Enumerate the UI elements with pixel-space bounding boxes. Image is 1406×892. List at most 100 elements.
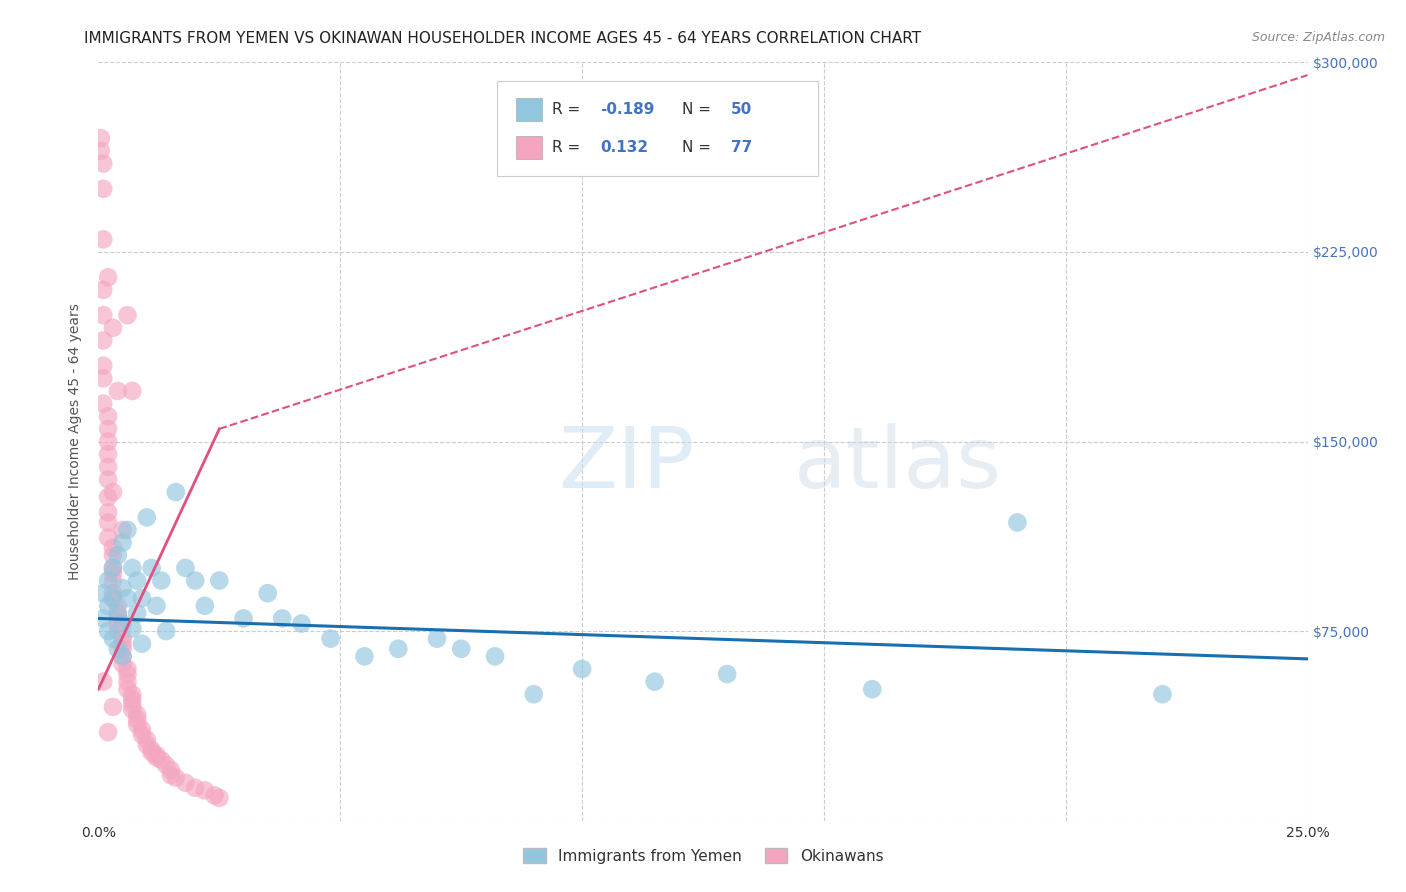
Point <box>155 758 177 772</box>
Point <box>111 637 134 651</box>
Point <box>97 531 120 545</box>
FancyBboxPatch shape <box>516 136 543 159</box>
Point <box>111 581 134 595</box>
Point <box>1007 516 1029 530</box>
Point <box>117 308 139 322</box>
Point <box>194 599 217 613</box>
Point <box>141 743 163 757</box>
Point <box>111 657 134 671</box>
Point <box>121 702 143 716</box>
Point <box>208 574 231 588</box>
Point <box>208 791 231 805</box>
Point <box>101 320 124 334</box>
Point <box>91 674 114 689</box>
Text: Source: ZipAtlas.com: Source: ZipAtlas.com <box>1251 31 1385 45</box>
Point <box>101 485 124 500</box>
Point <box>131 591 153 606</box>
Point <box>135 738 157 752</box>
Point <box>319 632 342 646</box>
Point <box>121 561 143 575</box>
Point <box>111 632 134 646</box>
Point <box>141 746 163 760</box>
Point <box>101 566 124 580</box>
Legend: Immigrants from Yemen, Okinawans: Immigrants from Yemen, Okinawans <box>516 842 890 870</box>
Point <box>107 624 129 639</box>
Point <box>484 649 506 664</box>
Point <box>101 574 124 588</box>
Point <box>232 611 254 625</box>
Point <box>204 789 226 803</box>
Point <box>91 586 114 600</box>
FancyBboxPatch shape <box>516 98 543 120</box>
Point <box>135 732 157 747</box>
Text: R =: R = <box>551 102 585 117</box>
Point <box>155 624 177 639</box>
Point <box>101 632 124 646</box>
Point <box>107 548 129 563</box>
Point <box>117 591 139 606</box>
Point <box>101 561 124 575</box>
Point <box>97 574 120 588</box>
Y-axis label: Householder Income Ages 45 - 64 years: Householder Income Ages 45 - 64 years <box>69 303 83 580</box>
Point <box>145 750 167 764</box>
Point <box>111 641 134 656</box>
Point <box>121 692 143 706</box>
Text: 0.132: 0.132 <box>600 140 648 155</box>
Point <box>150 753 173 767</box>
Point <box>107 607 129 621</box>
Point <box>101 561 124 575</box>
Point <box>256 586 278 600</box>
Point <box>107 616 129 631</box>
Point <box>121 698 143 712</box>
Point <box>131 723 153 737</box>
Point <box>101 591 124 606</box>
Point <box>97 473 120 487</box>
Point <box>353 649 375 664</box>
Point <box>131 637 153 651</box>
Point <box>150 574 173 588</box>
Point <box>90 144 112 158</box>
Point <box>860 682 883 697</box>
Point <box>97 624 120 639</box>
Point <box>97 505 120 519</box>
Point <box>101 548 124 563</box>
Point <box>145 747 167 762</box>
Point <box>97 434 120 449</box>
Point <box>101 541 124 555</box>
Text: ZIP: ZIP <box>558 423 695 506</box>
Text: 50: 50 <box>731 102 752 117</box>
Point <box>91 156 114 170</box>
Point <box>97 459 120 474</box>
Point <box>91 182 114 196</box>
Point <box>117 682 139 697</box>
Text: R =: R = <box>551 140 591 155</box>
Point <box>117 523 139 537</box>
Point <box>111 649 134 664</box>
Point <box>107 641 129 656</box>
Point <box>97 270 120 285</box>
Point <box>194 783 217 797</box>
Point <box>117 674 139 689</box>
Point <box>90 131 112 145</box>
Text: N =: N = <box>682 140 716 155</box>
Point <box>117 667 139 681</box>
Point <box>91 283 114 297</box>
Point <box>97 490 120 504</box>
Point <box>184 780 207 795</box>
Point <box>107 611 129 625</box>
Point <box>117 662 139 676</box>
Text: 77: 77 <box>731 140 752 155</box>
Point <box>121 384 143 398</box>
Point <box>387 641 409 656</box>
Point <box>160 768 183 782</box>
Point <box>107 384 129 398</box>
Point <box>127 713 149 727</box>
Point <box>450 641 472 656</box>
Point <box>97 447 120 461</box>
Point <box>426 632 449 646</box>
Point <box>165 771 187 785</box>
Point <box>101 699 124 714</box>
Point <box>121 622 143 636</box>
Point <box>1152 687 1174 701</box>
Point <box>101 591 124 606</box>
